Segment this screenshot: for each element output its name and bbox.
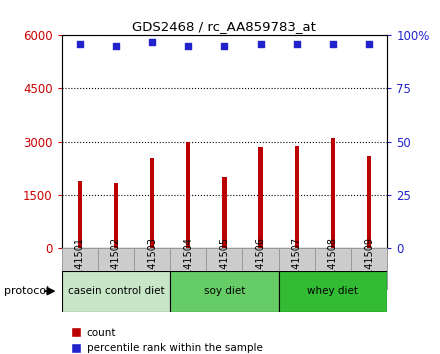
Point — [366, 41, 373, 47]
Bar — [170, 248, 206, 289]
Bar — [62, 248, 98, 289]
Bar — [367, 156, 371, 248]
Text: GSM141503: GSM141503 — [147, 236, 157, 296]
Text: GSM141507: GSM141507 — [292, 236, 302, 296]
Title: GDS2468 / rc_AA859783_at: GDS2468 / rc_AA859783_at — [132, 20, 316, 33]
Point — [185, 43, 192, 49]
Bar — [258, 147, 263, 248]
Point — [149, 39, 156, 45]
Bar — [295, 146, 299, 248]
Text: GSM141501: GSM141501 — [75, 236, 84, 296]
Bar — [77, 181, 82, 248]
Point — [76, 41, 83, 47]
Point — [293, 41, 300, 47]
Bar — [186, 142, 191, 248]
Bar — [315, 248, 351, 289]
Point — [112, 43, 119, 49]
Bar — [98, 248, 134, 289]
Bar — [222, 177, 227, 248]
Text: GSM141505: GSM141505 — [220, 236, 229, 296]
Point — [330, 41, 337, 47]
Bar — [150, 158, 154, 248]
Bar — [114, 183, 118, 248]
Bar — [331, 138, 335, 248]
Bar — [62, 271, 170, 312]
Bar — [170, 271, 279, 312]
Bar — [351, 248, 387, 289]
Text: GSM141508: GSM141508 — [328, 236, 338, 296]
Text: GSM141506: GSM141506 — [256, 236, 266, 296]
Bar — [134, 248, 170, 289]
Bar — [206, 248, 242, 289]
Text: GSM141502: GSM141502 — [111, 236, 121, 296]
Bar — [279, 248, 315, 289]
Text: GSM141504: GSM141504 — [183, 236, 193, 296]
Legend: count, percentile rank within the sample: count, percentile rank within the sample — [67, 324, 267, 354]
Text: whey diet: whey diet — [308, 286, 359, 296]
Text: soy diet: soy diet — [204, 286, 245, 296]
Bar — [242, 248, 279, 289]
Point — [221, 43, 228, 49]
Text: protocol: protocol — [4, 286, 50, 296]
Text: casein control diet: casein control diet — [68, 286, 164, 296]
Text: GSM141509: GSM141509 — [364, 236, 374, 296]
Bar — [279, 271, 387, 312]
Point — [257, 41, 264, 47]
